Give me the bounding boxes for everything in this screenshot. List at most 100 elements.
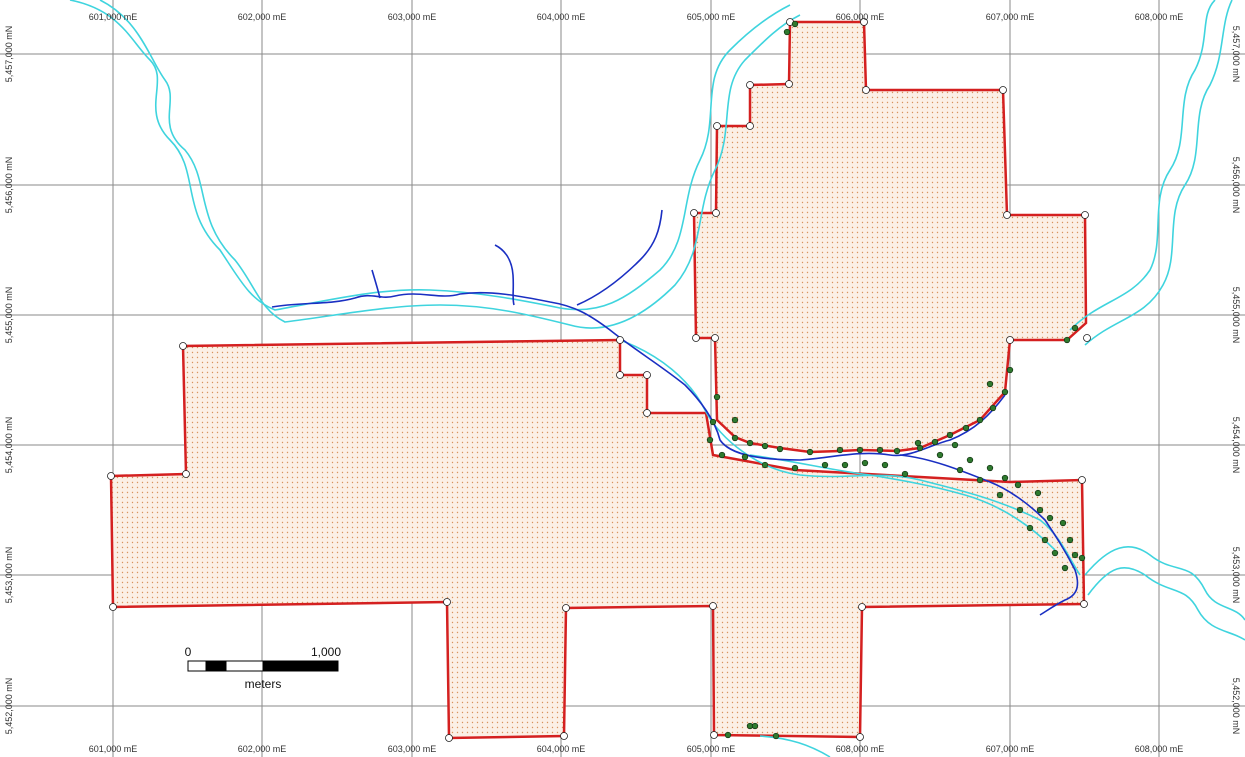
y-tick-label-left: 5,452,000 mN	[4, 678, 14, 735]
y-tick-label-right: 5,455,000 mN	[1231, 287, 1241, 344]
vertex-marker	[179, 342, 187, 350]
river-vertex-marker	[1071, 551, 1079, 559]
stream-tributary	[494, 244, 515, 306]
vertex-marker	[109, 603, 117, 611]
river-buffer-upper	[69, 0, 791, 311]
vertex-marker	[560, 732, 568, 740]
river-vertex-marker	[976, 416, 984, 424]
river-buffer	[69, 0, 1245, 757]
claim-parcels	[109, 20, 1088, 740]
vertex-marker	[746, 81, 754, 89]
river-vertex-marker	[946, 431, 954, 439]
river-vertices	[706, 20, 1086, 740]
river-vertex-marker	[1016, 506, 1024, 514]
river-vertex-marker	[783, 28, 791, 36]
claim-parcel-north	[692, 20, 1088, 454]
river-vertex-marker	[1078, 554, 1086, 562]
river-vertex-marker	[1059, 519, 1067, 527]
x-tick-label-top: 608,000 mE	[1135, 12, 1184, 22]
river-vertex-marker	[1071, 324, 1079, 332]
river-vertex-marker	[1061, 564, 1069, 572]
vertex-marker	[1003, 211, 1011, 219]
river-vertex-marker	[1001, 388, 1009, 396]
x-tick-label-top: 603,000 mE	[388, 12, 437, 22]
river-vertex-marker	[761, 442, 769, 450]
river-vertex-marker	[731, 416, 739, 424]
x-tick-label-bottom: 601,000 mE	[89, 744, 138, 754]
x-tick-label-top: 606,000 mE	[836, 12, 885, 22]
x-tick-label-bottom: 608,000 mE	[1135, 744, 1184, 754]
vertex-marker	[643, 409, 651, 417]
scale-bar-segment	[187, 660, 207, 672]
river-vertex-marker	[901, 470, 909, 478]
y-tick-label-left: 5,457,000 mN	[4, 26, 14, 83]
vertex-marker	[1078, 476, 1086, 484]
x-tick-label-top: 607,000 mE	[986, 12, 1035, 22]
scale-bar-segment	[225, 660, 264, 672]
river-vertex-marker	[996, 491, 1004, 499]
y-tick-label-right: 5,456,000 mN	[1231, 157, 1241, 214]
stream-north-branch	[576, 209, 663, 306]
vertex-marker	[709, 602, 717, 610]
river-vertex-marker	[718, 451, 726, 459]
vertex-marker	[712, 209, 720, 217]
river-vertex-marker	[1034, 489, 1042, 497]
scale-bar-unit-label: meters	[245, 677, 282, 691]
river-vertex-marker	[989, 404, 997, 412]
vertex-marker	[616, 371, 624, 379]
river-vertex-marker	[914, 439, 922, 447]
x-tick-label-bottom: 608,000 mE	[836, 744, 885, 754]
vertex-marker	[1083, 334, 1091, 342]
river-vertex-marker	[951, 441, 959, 449]
streams	[271, 209, 1079, 616]
river-buffer-east-lower	[1084, 0, 1233, 346]
river-vertex-marker	[856, 446, 864, 454]
scale-bar-segment	[262, 660, 339, 672]
x-tick-label-bottom: 607,000 mE	[986, 744, 1035, 754]
river-vertex-marker	[876, 446, 884, 454]
vertex-marker	[856, 733, 864, 741]
y-tick-label-left: 5,453,000 mN	[4, 547, 14, 604]
river-buffer-lower	[99, 0, 801, 329]
x-tick-label-bottom: 605,000 mE	[687, 744, 736, 754]
river-vertex-marker	[821, 461, 829, 469]
vertex-marker	[562, 604, 570, 612]
y-tick-label-left: 5,454,000 mN	[4, 417, 14, 474]
river-buffer-south-lower	[1087, 566, 1245, 641]
river-vertex-marker	[936, 451, 944, 459]
river-vertex-marker	[881, 461, 889, 469]
river-vertex-marker	[791, 20, 799, 28]
river-vertex-marker	[836, 446, 844, 454]
scale-bar-start-label: 0	[185, 645, 192, 659]
vertex-marker	[746, 122, 754, 130]
claim-vertices	[107, 18, 1091, 742]
vertex-marker	[862, 86, 870, 94]
river-vertex-marker	[746, 439, 754, 447]
vertex-marker	[1006, 336, 1014, 344]
vertex-marker	[858, 603, 866, 611]
x-axis-bottom: 601,000 mE 602,000 mE 603,000 mE 604,000…	[89, 744, 1184, 754]
vertex-marker	[616, 336, 624, 344]
river-buffer-bottom	[759, 735, 831, 757]
stream-east	[899, 454, 1079, 616]
scale-bar: 0 1,000 meters	[185, 645, 342, 691]
vertex-marker	[713, 122, 721, 130]
x-tick-label-bottom: 602,000 mE	[238, 744, 287, 754]
river-buffer-mid-2	[749, 454, 1056, 551]
river-vertex-marker	[1036, 506, 1044, 514]
river-vertex-marker	[713, 393, 721, 401]
stream-tributary-2	[371, 269, 381, 299]
scale-bar-segment	[205, 660, 227, 672]
river-vertex-marker	[893, 447, 901, 455]
river-vertex-marker	[986, 380, 994, 388]
river-vertex-marker	[724, 731, 732, 739]
vertex-marker	[445, 734, 453, 742]
x-tick-label-top: 601,000 mE	[89, 12, 138, 22]
x-tick-label-top: 605,000 mE	[687, 12, 736, 22]
river-buffer-east-upper	[1069, 0, 1216, 331]
vertex-marker	[710, 731, 718, 739]
river-vertex-marker	[1041, 536, 1049, 544]
river-vertex-marker	[1051, 549, 1059, 557]
river-vertex-marker	[776, 445, 784, 453]
